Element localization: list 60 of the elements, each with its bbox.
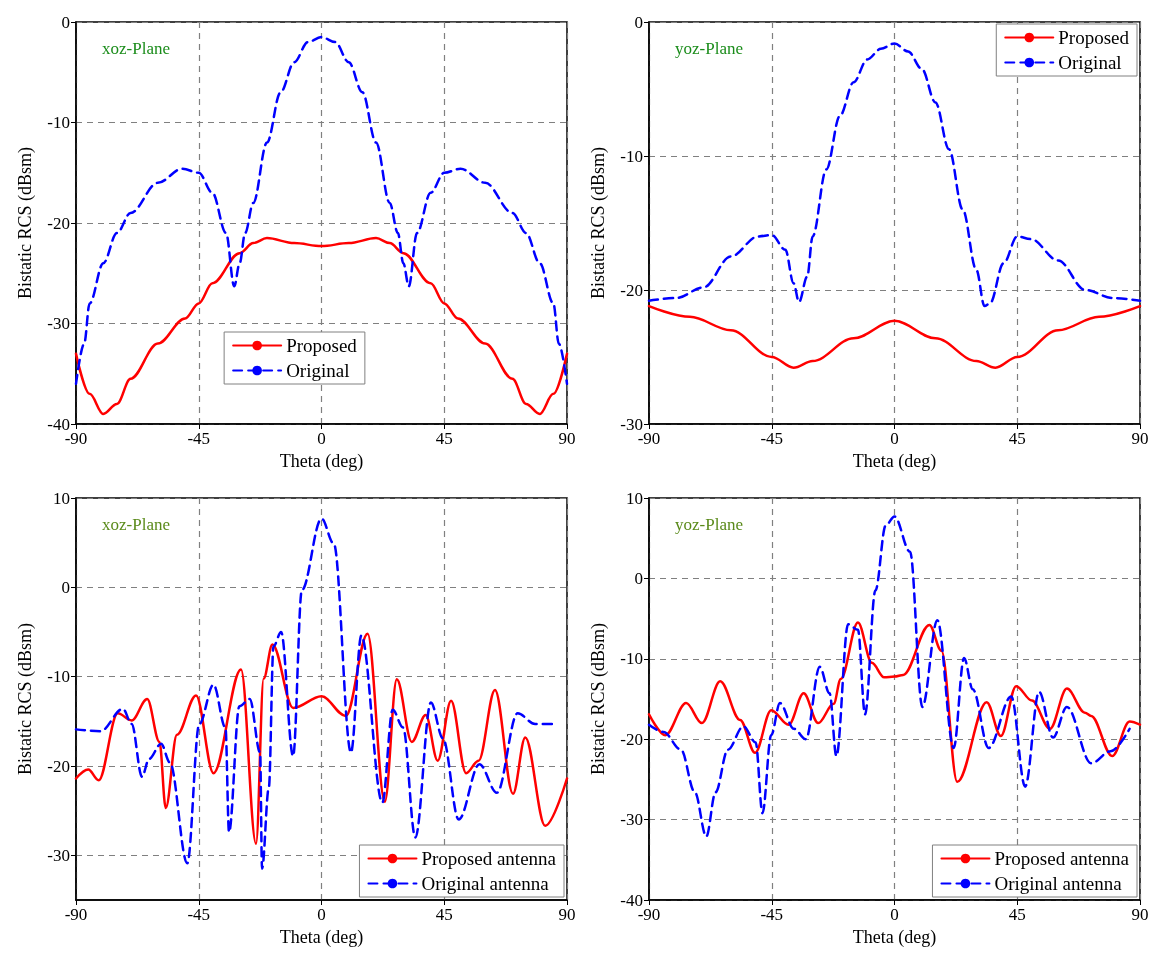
x-tick-label: 90 xyxy=(558,905,576,924)
legend-label: Original xyxy=(1058,52,1122,73)
y-tick-label: -30 xyxy=(47,845,70,865)
y-tick-label: -20 xyxy=(47,213,70,233)
x-axis-title: Theta (deg) xyxy=(279,926,364,948)
legend-label: Proposed antenna xyxy=(994,848,1130,869)
line-series xyxy=(74,236,569,416)
legend-label: Original xyxy=(286,360,350,381)
x-tick-label: 45 xyxy=(435,905,453,924)
y-tick-label: 0 xyxy=(61,577,70,597)
x-tick-label: -45 xyxy=(760,905,784,924)
x-tick-label: 0 xyxy=(890,905,899,924)
y-tick-label: -20 xyxy=(47,756,70,776)
y-tick-label: -30 xyxy=(47,314,70,333)
y-tick-label: 0 xyxy=(61,12,70,32)
line-series xyxy=(647,304,1142,369)
y-tick-label: 0 xyxy=(634,568,643,588)
y-axis-title: Bistatic RCS (dBsm) xyxy=(588,622,609,776)
x-tick-label: 45 xyxy=(1008,429,1026,448)
y-tick-label: 10 xyxy=(626,488,643,508)
y-tick-label: -30 xyxy=(620,810,643,830)
annotation: xoz-Plane xyxy=(102,515,170,534)
x-tick-label: -45 xyxy=(187,429,211,448)
x-tick-label: 45 xyxy=(1008,905,1026,924)
line-series xyxy=(647,515,1131,838)
annotation: xoz-Plane xyxy=(102,39,170,58)
y-axis-title: Bistatic RCS (dBsm) xyxy=(15,622,36,776)
x-tick-label: -90 xyxy=(64,905,88,924)
legend-label: Proposed antenna xyxy=(421,848,557,869)
y-tick-label: -10 xyxy=(620,649,643,669)
x-axis-title: Theta (deg) xyxy=(852,450,937,472)
x-tick-label: 0 xyxy=(890,429,899,448)
legend-label: Original antenna xyxy=(421,873,550,894)
legend-label: Proposed xyxy=(1058,27,1130,48)
annotation: yoz-Plane xyxy=(675,39,743,58)
line-series xyxy=(74,35,569,386)
x-tick-label: -45 xyxy=(187,905,211,924)
y-axis-title: Bistatic RCS (dBsm) xyxy=(588,146,609,300)
x-axis-title: Theta (deg) xyxy=(852,926,937,948)
x-axis-title: Theta (deg) xyxy=(279,450,364,472)
legend-label: Original antenna xyxy=(994,873,1123,894)
legend-label: Proposed xyxy=(286,335,358,356)
x-tick-label: 45 xyxy=(435,429,453,448)
x-tick-label: 90 xyxy=(1131,429,1149,448)
x-tick-label: 0 xyxy=(317,429,326,448)
y-tick-label: -20 xyxy=(620,280,643,300)
y-tick-label: -20 xyxy=(620,729,643,749)
x-tick-label: 90 xyxy=(1131,905,1149,924)
x-tick-label: -45 xyxy=(760,429,784,448)
annotation: yoz-Plane xyxy=(675,515,743,534)
x-tick-label: 90 xyxy=(558,429,576,448)
x-tick-label: 0 xyxy=(317,905,326,924)
y-tick-label: 0 xyxy=(634,12,643,32)
line-series xyxy=(74,632,569,845)
y-tick-label: 10 xyxy=(53,488,70,508)
y-tick-label: -10 xyxy=(47,667,70,687)
line-series xyxy=(74,517,556,870)
y-tick-label: -10 xyxy=(620,146,643,166)
y-tick-label: -10 xyxy=(47,113,70,132)
y-axis-title: Bistatic RCS (dBsm) xyxy=(15,146,36,300)
